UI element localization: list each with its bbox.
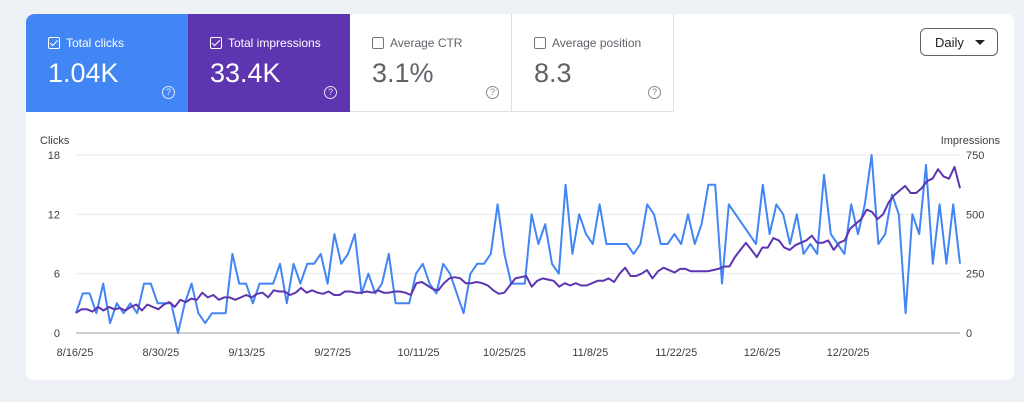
y-right-tick-label: 0: [966, 328, 972, 340]
metric-label-wrap: Total impressions: [210, 36, 321, 50]
checkbox-unchecked-icon[interactable]: [372, 37, 384, 49]
y-right-tick-label: 500: [966, 209, 984, 221]
help-icon[interactable]: ?: [648, 86, 661, 99]
help-icon[interactable]: ?: [486, 86, 499, 99]
x-tick-label: 12/20/25: [827, 347, 870, 359]
metric-label-wrap: Average position: [534, 36, 641, 50]
y-left-tick-label: 6: [54, 269, 60, 281]
granularity-dropdown[interactable]: Daily: [920, 28, 998, 56]
x-tick-label: 11/22/25: [655, 347, 697, 359]
metric-tab-average-ctr[interactable]: Average CTR 3.1% ?: [350, 14, 512, 112]
metric-value: 1.04K: [48, 58, 119, 88]
granularity-label: Daily: [935, 35, 964, 50]
chart-x-tick-labels: 8/16/25 8/30/25 9/13/25 9/27/25 10/11/25 10/2…: [57, 347, 870, 359]
checkbox-checked-icon[interactable]: [48, 37, 60, 49]
metric-label: Total impressions: [228, 36, 321, 50]
chevron-down-icon: [975, 40, 985, 45]
x-tick-label: 11/8/25: [572, 347, 608, 359]
series-line-impressions: [75, 165, 961, 314]
y-right-tick-label: 250: [966, 269, 984, 281]
metric-label-wrap: Average CTR: [372, 36, 462, 50]
y-right-axis-title: Impressions: [941, 135, 1001, 147]
metric-tab-average-position[interactable]: Average position 8.3 ?: [512, 14, 674, 112]
performance-chart: 18 750 12 500 6 250 0 0 Clicks Impressions 8/16/2…: [40, 135, 1001, 359]
y-left-tick-label: 12: [48, 209, 60, 221]
x-tick-label: 12/6/25: [744, 347, 781, 359]
y-right-tick-label: 750: [966, 150, 984, 162]
metric-tab-total-impressions[interactable]: Total impressions 33.4K ?: [188, 14, 350, 112]
metric-label: Average position: [552, 36, 642, 50]
metric-value: 33.4K: [210, 58, 281, 88]
x-tick-label: 10/11/25: [398, 347, 440, 359]
metric-tabs: Total clicks 1.04K ? Total impressions 3…: [26, 14, 674, 112]
chart-axis-labels: 18 750 12 500 6 250 0 0 Clicks Impressions: [40, 135, 1001, 340]
metric-label-wrap: Total clicks: [48, 36, 124, 50]
checkbox-unchecked-icon[interactable]: [534, 37, 546, 49]
y-left-tick-label: 0: [54, 328, 60, 340]
metric-tab-total-clicks[interactable]: Total clicks 1.04K ?: [26, 14, 188, 112]
x-tick-label: 9/27/25: [314, 347, 351, 359]
y-left-axis-title: Clicks: [40, 135, 70, 147]
metric-label: Total clicks: [66, 36, 125, 50]
x-tick-label: 10/25/25: [483, 347, 526, 359]
metric-value: 3.1%: [372, 58, 434, 88]
chart-grid: [76, 154, 960, 334]
x-tick-label: 9/13/25: [228, 347, 265, 359]
x-tick-label: 8/16/25: [57, 347, 94, 359]
help-icon[interactable]: ?: [162, 86, 175, 99]
metric-label: Average CTR: [390, 36, 463, 50]
performance-card: Total clicks 1.04K ? Total impressions 3…: [26, 14, 1014, 380]
x-tick-label: 8/30/25: [143, 347, 180, 359]
series-line-clicks: [75, 154, 961, 334]
metric-value: 8.3: [534, 58, 572, 88]
checkbox-checked-icon[interactable]: [210, 37, 222, 49]
chart-series: [75, 154, 961, 334]
help-icon[interactable]: ?: [324, 86, 337, 99]
y-left-tick-label: 18: [48, 150, 60, 162]
